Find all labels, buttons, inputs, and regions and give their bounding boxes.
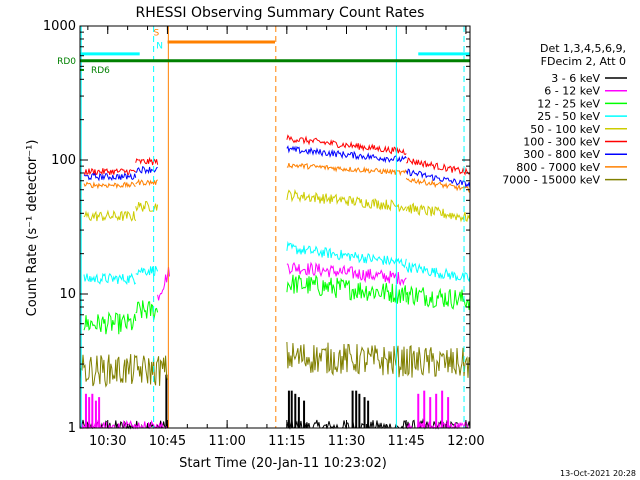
- series-6-segment-3: [405, 168, 471, 188]
- series-4-segment-1: [135, 200, 159, 212]
- series-8: [79, 341, 471, 388]
- series-2-segment-1: [135, 300, 159, 321]
- legend-entry-8: 7000 - 15000 keV: [502, 174, 600, 187]
- y-tick-label-0: 1: [68, 421, 76, 436]
- axes: 10:30 10:45 11:00 11:15 11:30 11:45 12:00 1 10 10…: [43, 19, 485, 449]
- flag-label-rd0: RD0: [57, 57, 76, 67]
- series-6: [83, 145, 471, 188]
- legend-entry-3: 25 - 50 keV: [537, 110, 600, 123]
- series-2: [83, 274, 471, 335]
- series-5: [83, 134, 471, 176]
- series-3-segment-2: [286, 240, 407, 269]
- x-tick-label-5: 11:45: [387, 434, 424, 449]
- legend-entry-2: 12 - 25 keV: [537, 97, 600, 110]
- x-tick-label-0: 10:30: [89, 434, 126, 449]
- series-5-segment-3: [406, 157, 471, 176]
- legend-entry-5: 100 - 300 keV: [523, 136, 600, 149]
- series-4-segment-2: [286, 188, 407, 213]
- x-tick-label-3: 11:15: [268, 434, 305, 449]
- series-4: [83, 188, 471, 223]
- y-tick-label-3: 1000: [43, 19, 76, 34]
- marker-label-1: N: [156, 41, 163, 51]
- series-7-segment-2: [286, 162, 407, 177]
- x-tick-label-1: 10:45: [149, 434, 186, 449]
- series-7: [83, 162, 471, 193]
- series-1-segment-0: [80, 419, 168, 430]
- series-6-segment-1: [135, 165, 158, 175]
- series-1-segment-2: [286, 261, 407, 287]
- series-7-segment-1: [135, 178, 158, 187]
- overlays: RD0 RD6 SN: [57, 26, 470, 428]
- data-series: [79, 134, 471, 430]
- series-3-segment-1: [135, 266, 159, 277]
- x-tick-label-6: 12:00: [447, 434, 484, 449]
- series-2-segment-3: [405, 285, 471, 310]
- legend-entry-6: 300 - 800 keV: [523, 148, 600, 161]
- legend-entry-7: 800 - 7000 keV: [516, 161, 600, 174]
- series-4-segment-3: [405, 202, 471, 223]
- legend-header-line-2: FDecim 2, Att 0: [541, 55, 626, 68]
- series-5-segment-1: [135, 156, 159, 166]
- series-7-segment-0: [83, 181, 136, 190]
- series-0: [79, 374, 471, 430]
- x-axis-label: Start Time (20-Jan-11 10:23:02): [179, 456, 387, 471]
- y-axis-label: Count Rate (s⁻¹ detector⁻¹): [25, 140, 40, 317]
- footer-date: 13-Oct-2021 20:28: [560, 469, 636, 478]
- series-8-segment-1: [286, 341, 471, 378]
- chart-title: RHESSI Observing Summary Count Rates: [136, 5, 425, 21]
- x-tick-label-4: 11:30: [328, 434, 365, 449]
- series-5-segment-0: [83, 167, 136, 176]
- series-6-segment-0: [83, 172, 137, 182]
- series-2-segment-0: [83, 311, 137, 335]
- legend-entry-1: 6 - 12 keV: [544, 85, 600, 98]
- series-5-segment-2: [286, 134, 407, 155]
- y-tick-label-2: 100: [51, 153, 76, 168]
- x-tick-label-2: 11:00: [208, 434, 245, 449]
- legend-entry-4: 50 - 100 keV: [530, 123, 600, 136]
- series-3-segment-0: [83, 272, 137, 286]
- series-3: [83, 240, 471, 286]
- marker-label-0: S: [154, 28, 160, 38]
- series-6-segment-2: [286, 145, 407, 164]
- series-7-segment-3: [405, 177, 471, 193]
- series-3-segment-3: [405, 262, 471, 283]
- plot-frame: [79, 25, 471, 429]
- series-2-segment-2: [286, 274, 407, 304]
- series-4-segment-0: [83, 209, 137, 222]
- series-8-segment-0: [79, 354, 169, 388]
- y-tick-label-1: 10: [59, 287, 76, 302]
- flag-label-rd6: RD6: [91, 66, 110, 76]
- series-1: [80, 261, 470, 430]
- legend-header-line-1: Det 1,3,4,5,6,9,: [540, 42, 626, 55]
- legend-entry-0: 3 - 6 keV: [551, 72, 600, 85]
- series-1-segment-1: [157, 266, 170, 301]
